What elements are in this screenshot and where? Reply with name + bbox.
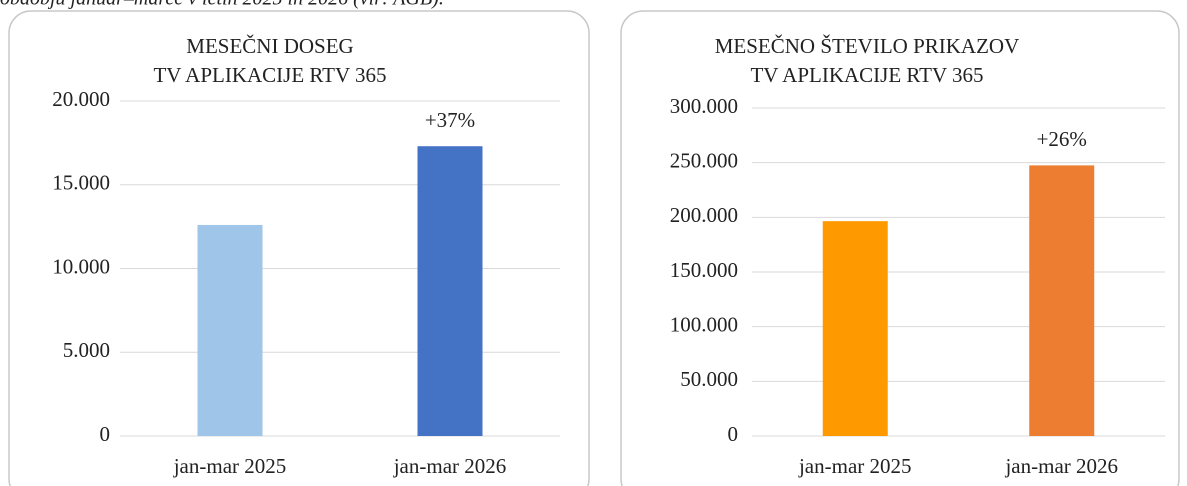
bar: [1029, 165, 1095, 436]
y-tick-label: 15.000: [52, 171, 110, 195]
x-tick-label: jan-mar 2026: [393, 454, 507, 478]
y-tick-label: 0: [100, 422, 111, 446]
bar: [822, 221, 888, 436]
chart-title: MESEČNI DOSEG: [186, 34, 353, 58]
caption: obdobju januar–marec v letih 2025 in 202…: [0, 0, 444, 10]
y-tick-label: 250.000: [670, 148, 738, 172]
x-tick-label: jan-mar 2025: [798, 454, 912, 478]
y-tick-label: 200.000: [670, 203, 738, 227]
x-tick-label: jan-mar 2026: [1004, 454, 1118, 478]
annotation: +26%: [1037, 127, 1087, 151]
y-tick-label: 150.000: [670, 258, 738, 282]
y-tick-label: 10.000: [52, 254, 110, 278]
bar: [417, 146, 483, 436]
bar: [197, 224, 263, 436]
annotation: +37%: [425, 108, 475, 132]
y-tick-label: 20.000: [52, 87, 110, 111]
chart-title: TV APLIKACIJE RTV 365: [750, 63, 983, 87]
y-tick-label: 5.000: [63, 338, 110, 362]
y-tick-label: 50.000: [680, 367, 738, 391]
chart-title: MESEČNO ŠTEVILO PRIKAZOV: [715, 34, 1020, 58]
y-tick-label: 0: [728, 422, 739, 446]
chart-title: TV APLIKACIJE RTV 365: [153, 63, 386, 87]
y-tick-label: 100.000: [670, 312, 738, 336]
y-tick-label: 300.000: [670, 94, 738, 118]
x-tick-label: jan-mar 2025: [173, 454, 287, 478]
